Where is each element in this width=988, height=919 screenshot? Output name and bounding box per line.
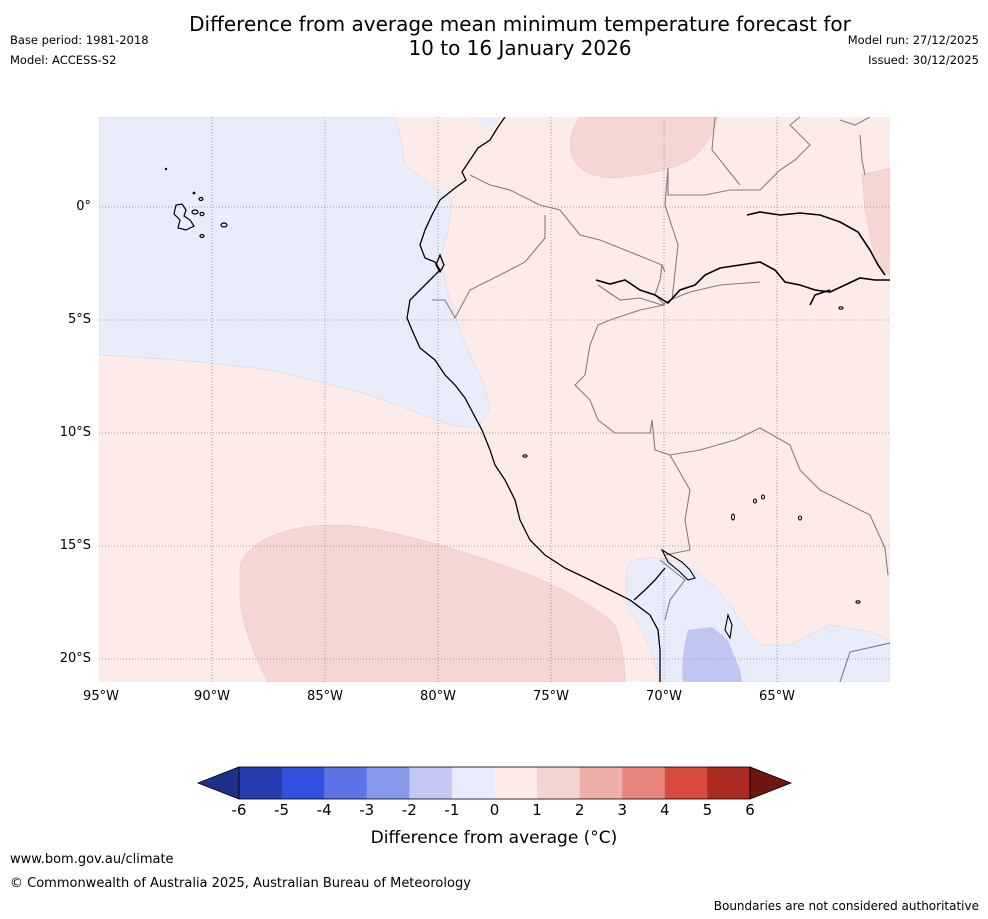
anomaly-negative-ocean bbox=[99, 117, 491, 429]
lon-label-65w: 65°W bbox=[759, 689, 795, 704]
colorbar-tick-label: -3 bbox=[359, 801, 375, 819]
colorbar-outline bbox=[238, 766, 751, 800]
country-borders bbox=[432, 117, 890, 682]
colorbar-tick-label: 0 bbox=[489, 801, 500, 819]
issued-date: Issued: 30/12/2025 bbox=[868, 53, 979, 67]
anomaly-minus-one-to-two bbox=[682, 627, 742, 682]
website-link[interactable]: www.bom.gov.au/climate bbox=[10, 852, 174, 867]
lat-label-5s: 5°S bbox=[67, 312, 91, 327]
title-line-2: 10 to 16 January 2026 bbox=[408, 36, 632, 60]
anomaly-one-to-two-east bbox=[861, 167, 890, 276]
colorbar-tick-label: 2 bbox=[574, 801, 585, 819]
lon-label-70w: 70°W bbox=[646, 689, 682, 704]
lon-label-80w: 80°W bbox=[420, 689, 456, 704]
lat-label-0: 0° bbox=[76, 199, 91, 214]
map-area bbox=[99, 117, 890, 682]
colorbar-segment bbox=[622, 767, 666, 799]
colorbar-extend-low bbox=[196, 766, 240, 800]
lon-label-85w: 85°W bbox=[307, 689, 343, 704]
colorbar-tick-label: 3 bbox=[617, 801, 628, 819]
lat-label-15s: 15°S bbox=[59, 538, 91, 553]
lat-label-20s: 20°S bbox=[59, 651, 91, 666]
copyright: © Commonwealth of Australia 2025, Austra… bbox=[10, 876, 471, 891]
lon-label-90w: 90°W bbox=[194, 689, 230, 704]
meta-right: Model run: 27/12/2025 Issued: 30/12/2025 bbox=[848, 30, 979, 70]
lon-label-75w: 75°W bbox=[533, 689, 569, 704]
colorbar-tick-label: -2 bbox=[401, 801, 417, 819]
anomaly-negative-north bbox=[475, 117, 500, 128]
colorbar-segment bbox=[579, 767, 623, 799]
model-name: Model: ACCESS-S2 bbox=[10, 53, 117, 67]
meta-left: Base period: 1981-2018 Model: ACCESS-S2 bbox=[10, 30, 149, 70]
colorbar-segment bbox=[537, 767, 581, 799]
title-line-1: Difference from average mean minimum tem… bbox=[189, 12, 851, 36]
colorbar-tick-label: 4 bbox=[660, 801, 670, 819]
lon-label-95w: 95°W bbox=[83, 689, 119, 704]
colorbar-segment bbox=[409, 767, 453, 799]
colorbar-segment bbox=[281, 767, 325, 799]
anomaly-one-to-two-south bbox=[239, 524, 626, 682]
colorbar-segment bbox=[707, 767, 751, 799]
colorbar-segment bbox=[366, 767, 410, 799]
amazon-river bbox=[595, 211, 890, 306]
colorbar-tick-label: -6 bbox=[231, 801, 247, 819]
colorbar-segment bbox=[664, 767, 708, 799]
colorbar-label: Difference from average (°C) bbox=[370, 828, 618, 848]
colorbar-tick-label: -1 bbox=[444, 801, 460, 819]
colorbar-tick-label: -4 bbox=[316, 801, 332, 819]
galapagos-islands bbox=[164, 167, 228, 239]
colorbar-segment bbox=[324, 767, 368, 799]
chart-title: Difference from average mean minimum tem… bbox=[0, 12, 988, 60]
colorbar-tick-label: 6 bbox=[745, 801, 755, 819]
anomaly-one-to-two-north bbox=[569, 117, 719, 179]
colorbar-segment bbox=[239, 767, 283, 799]
model-run: Model run: 27/12/2025 bbox=[847, 33, 979, 47]
lat-label-10s: 10°S bbox=[59, 425, 91, 440]
colorbar-segment bbox=[494, 767, 538, 799]
lakes bbox=[522, 306, 861, 640]
colorbar-tick-label: 5 bbox=[702, 801, 713, 819]
colorbar-segment bbox=[451, 767, 495, 799]
gridlines bbox=[99, 117, 890, 682]
colorbar bbox=[196, 766, 793, 800]
base-period: Base period: 1981-2018 bbox=[10, 33, 149, 47]
coastline bbox=[406, 117, 666, 682]
colorbar-tick-label: 1 bbox=[532, 801, 542, 819]
colorbar-tick-label: -5 bbox=[274, 801, 290, 819]
colorbar-extend-high bbox=[749, 766, 793, 800]
disclaimer: Boundaries are not considered authoritat… bbox=[713, 899, 979, 913]
